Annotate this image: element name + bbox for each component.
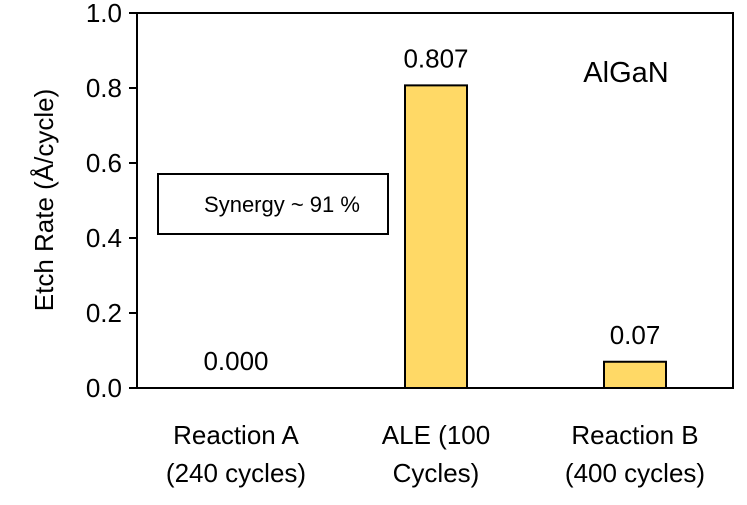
y-tick-label: 0.2 [86,298,122,328]
y-tick-label: 0.0 [86,373,122,403]
material-annotation: AlGaN [583,57,668,89]
x-axis-categories: Reaction A (240 cycles) ALE (100 Cycles) Rea… [166,420,705,488]
category-label: (400 cycles) [565,458,705,488]
y-axis: 0.0 0.2 0.4 0.6 0.8 1.0 [86,0,137,403]
bars [404,84,667,389]
category-label: Cycles) [393,458,480,488]
synergy-box: Synergy ~ 91 % [157,173,389,235]
synergy-box-frame [157,173,389,235]
data-label: 0.807 [403,43,468,73]
category-label: Reaction A [173,420,299,450]
y-tick-label: 0.4 [86,223,122,253]
y-tick-label: 1.0 [86,0,122,28]
bar [603,360,667,389]
category-label: ALE (100 [382,420,490,450]
data-label: 0.000 [203,346,268,376]
y-axis-title: Etch Rate (Å/cycle) [29,89,59,312]
category-label: (240 cycles) [166,458,306,488]
data-labels: 0.000 0.807 0.07 [203,43,660,376]
category-label: Reaction B [571,420,698,450]
synergy-box-text: Synergy ~ 91 % [204,192,360,217]
data-label: 0.07 [610,320,661,350]
bar [404,84,468,389]
y-tick-label: 0.6 [86,148,122,178]
y-tick-label: 0.8 [86,73,122,103]
